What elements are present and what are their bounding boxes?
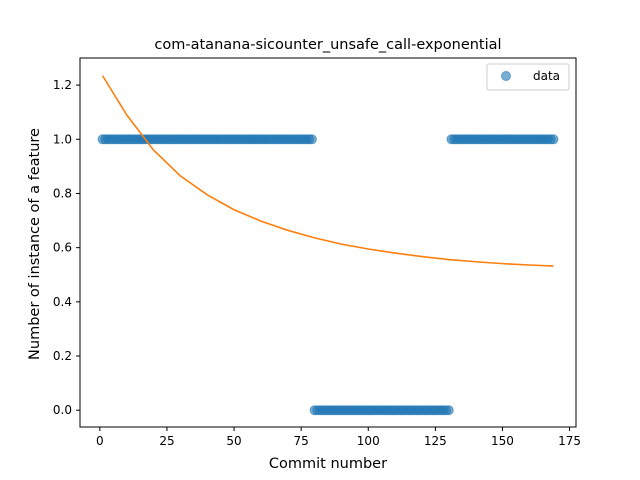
legend-label-data: data bbox=[533, 69, 560, 83]
y-tick-label: 0.6 bbox=[53, 241, 72, 255]
legend: data bbox=[486, 63, 570, 91]
fit-line bbox=[101, 75, 554, 267]
x-tick-label: 100 bbox=[357, 434, 380, 448]
plot-area bbox=[97, 75, 559, 416]
y-tick-label: 0.8 bbox=[53, 186, 72, 200]
axes-frame bbox=[79, 57, 577, 428]
legend-data-marker bbox=[501, 71, 511, 81]
axes: 0 25 50 75 100 125 150 175 0.0 0.2 0.4 0.6 0.8 1.0 1.2 bbox=[53, 57, 581, 448]
chart-title: com-atanana-sicounter_unsafe_call-expone… bbox=[154, 37, 501, 53]
data-point bbox=[443, 405, 454, 416]
y-axis-label: Number of instance of a feature bbox=[27, 128, 43, 360]
data-point bbox=[306, 134, 317, 145]
x-tick-label: 75 bbox=[294, 434, 309, 448]
y-tick-label: 1.0 bbox=[53, 132, 72, 146]
x-tick-label: 175 bbox=[558, 434, 581, 448]
y-tick-label: 1.2 bbox=[53, 78, 72, 92]
y-tick-label: 0.4 bbox=[53, 295, 72, 309]
x-tick-label: 150 bbox=[491, 434, 514, 448]
x-tick-label: 50 bbox=[226, 434, 241, 448]
x-tick-label: 25 bbox=[159, 434, 174, 448]
legend-frame bbox=[486, 63, 570, 91]
data-point bbox=[548, 134, 559, 145]
y-tick-label: 0.0 bbox=[53, 403, 72, 417]
x-axis-label: Commit number bbox=[269, 456, 387, 472]
y-tick-label: 0.2 bbox=[53, 349, 72, 363]
x-tick-label: 125 bbox=[424, 434, 447, 448]
x-tick-label: 0 bbox=[96, 434, 104, 448]
